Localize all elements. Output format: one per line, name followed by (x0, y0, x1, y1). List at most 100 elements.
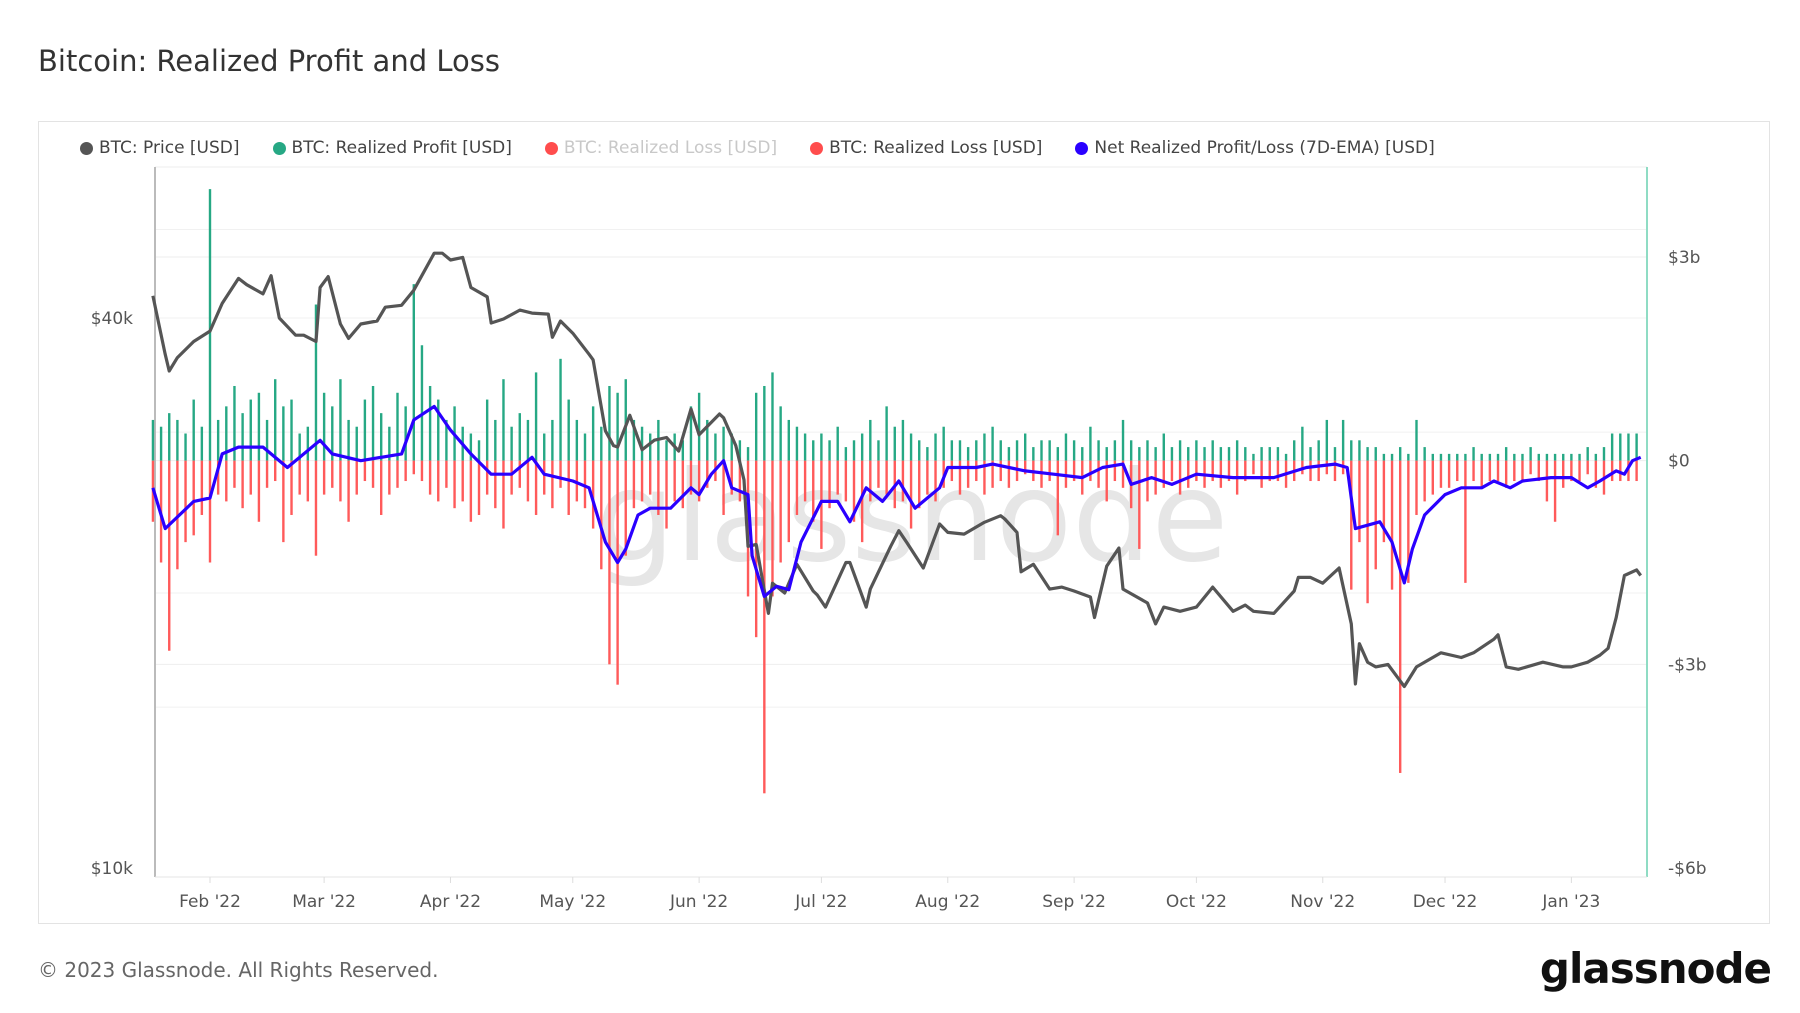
loss-bar (249, 460, 252, 495)
profit-bar (1072, 440, 1076, 461)
profit-bar (1529, 447, 1532, 461)
x-tick-label: Jul '22 (794, 892, 847, 912)
loss-bar (225, 460, 228, 502)
loss-bar (1138, 460, 1141, 549)
loss-bar (1056, 460, 1060, 536)
loss-bar (379, 460, 383, 515)
profit-bar (689, 406, 693, 461)
profit-bar (583, 433, 587, 461)
profit-bar (754, 392, 758, 461)
profit-bar (1105, 447, 1108, 461)
loss-bar (257, 460, 261, 522)
loss-bar (1407, 460, 1410, 583)
loss-bar (1105, 460, 1108, 502)
legend-item-realized-loss-disabled[interactable]: BTC: Realized Loss [USD] (544, 138, 777, 158)
legend-dot-icon (272, 141, 286, 155)
loss-bar (1529, 460, 1532, 475)
profit-bar (437, 399, 440, 461)
profit-bar (763, 385, 766, 461)
loss-bar (306, 460, 310, 502)
loss-bar (1170, 460, 1174, 482)
loss-bar (771, 460, 774, 597)
chart-title: Bitcoin: Realized Profit and Loss (38, 44, 500, 78)
profit-bar (1635, 433, 1638, 461)
profit-bar (249, 399, 252, 461)
chart-frame (38, 121, 1770, 924)
profit-bar (1121, 419, 1125, 461)
profit-bar (1415, 419, 1418, 461)
loss-bar (1211, 460, 1214, 482)
x-tick-label: Dec '22 (1413, 892, 1478, 912)
profit-bar (909, 433, 913, 461)
loss-bar (983, 460, 986, 495)
loss-bar (779, 460, 782, 563)
loss-bar (869, 460, 872, 502)
profit-bar (640, 426, 644, 461)
profit-bar (1578, 453, 1581, 461)
profit-bar (485, 399, 489, 461)
profit-bar (1260, 447, 1263, 461)
loss-bar (445, 460, 448, 488)
loss-bar (975, 460, 978, 482)
loss-bar (208, 460, 212, 563)
loss-bar (241, 460, 244, 509)
loss-bar (665, 460, 668, 529)
profit-bar (290, 399, 293, 461)
profit-bar (1553, 453, 1557, 461)
net-realized-ema-line (151, 404, 1642, 599)
loss-bar (812, 460, 815, 522)
glassnode-logo: glassnode (1539, 944, 1772, 993)
loss-bar (1578, 460, 1581, 482)
profit-bar (184, 433, 187, 461)
profit-bar (1521, 453, 1524, 461)
loss-bar (1472, 460, 1475, 482)
profit-bar (991, 426, 994, 461)
profit-bar (298, 433, 301, 461)
loss-bar (1610, 460, 1614, 482)
profit-bar (1309, 447, 1312, 461)
profit-bar (1317, 440, 1320, 461)
profit-bar (616, 392, 619, 461)
loss-bar (608, 460, 611, 665)
loss-bar (1309, 460, 1312, 482)
profit-bar (608, 385, 611, 461)
profit-bar (983, 433, 986, 461)
loss-bar (534, 460, 538, 515)
profit-bar (1154, 447, 1157, 461)
loss-bar (697, 460, 701, 502)
profit-bar (192, 399, 195, 461)
loss-bar (396, 460, 399, 488)
profit-bar (942, 426, 945, 461)
legend-item-realized-loss[interactable]: BTC: Realized Loss [USD] (810, 138, 1042, 158)
loss-bar (298, 460, 301, 495)
loss-bar (1415, 460, 1418, 515)
loss-bar (1089, 460, 1092, 482)
loss-bar (600, 460, 603, 570)
profit-bar (1015, 440, 1019, 461)
profit-bar (1056, 447, 1060, 461)
profit-bar (852, 440, 856, 461)
profit-bar (1586, 447, 1589, 461)
profit-bar (1195, 440, 1198, 461)
legend-item-price[interactable]: BTC: Price [USD] (80, 138, 240, 158)
loss-bar (1537, 460, 1540, 482)
loss-bar (689, 460, 693, 495)
profit-bar (901, 419, 905, 461)
legend-item-net-realized-ema[interactable]: Net Realized Profit/Loss (7D-EMA) [USD] (1075, 138, 1435, 158)
loss-bar (901, 460, 905, 502)
loss-bar (412, 460, 415, 475)
profit-bar (331, 406, 334, 461)
legend-dot-icon (1075, 141, 1089, 155)
right-tick-label: $3b (1668, 248, 1700, 268)
loss-bar (339, 460, 342, 502)
loss-bar (657, 460, 660, 515)
profit-bar (918, 440, 921, 461)
profit-bar (1382, 453, 1386, 461)
profit-bar (1488, 453, 1492, 461)
loss-bar (1227, 460, 1231, 482)
profit-bar (1244, 447, 1247, 461)
profit-bar (820, 433, 823, 461)
legend-item-realized-profit[interactable]: BTC: Realized Profit [USD] (272, 138, 512, 158)
profit-bar (999, 440, 1002, 461)
profit-bar (559, 358, 562, 461)
